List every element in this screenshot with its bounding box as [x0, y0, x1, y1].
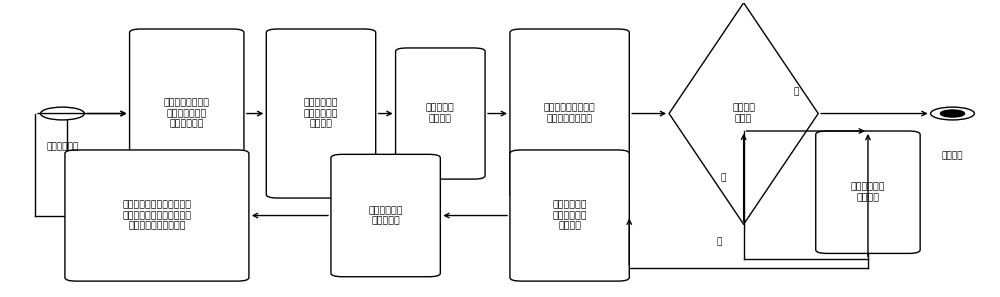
FancyBboxPatch shape: [510, 150, 629, 281]
FancyBboxPatch shape: [510, 29, 629, 198]
Text: 操作人员克服刹车
阻力，拉动主手
柄，产生位移: 操作人员克服刹车 阻力，拉动主手 柄，产生位移: [164, 99, 210, 128]
FancyBboxPatch shape: [266, 29, 376, 198]
Text: 从手执行机构动作，
带动机载手柄刹车: 从手执行机构动作， 带动机载手柄刹车: [544, 104, 595, 123]
Text: 从手执行机
构控制器: 从手执行机 构控制器: [426, 104, 455, 123]
Text: 刹车结束: 刹车结束: [942, 151, 963, 160]
Text: 刹车阻力构造设备施加反向
力矩，在主手端构造出刹车
阻力并施加给操作人员: 刹车阻力构造设备施加反向 力矩，在主手端构造出刹车 阻力并施加给操作人员: [122, 201, 191, 230]
FancyBboxPatch shape: [816, 131, 920, 253]
FancyBboxPatch shape: [130, 29, 244, 198]
Text: 否: 否: [716, 237, 722, 246]
Text: 刹车阻力构造
设备控制器: 刹车阻力构造 设备控制器: [368, 206, 403, 225]
Text: 是: 是: [793, 87, 799, 96]
Circle shape: [41, 107, 84, 120]
Text: 继续刹车、停
顿、回刹: 继续刹车、停 顿、回刹: [851, 183, 885, 202]
FancyBboxPatch shape: [331, 154, 440, 277]
Circle shape: [940, 110, 965, 117]
FancyBboxPatch shape: [396, 48, 485, 179]
Text: 允许刹车命令: 允许刹车命令: [46, 143, 79, 152]
Text: 位移检测设备
实时检测主手
手柄位移: 位移检测设备 实时检测主手 手柄位移: [304, 99, 338, 128]
Text: 刹车阻力检测
设备实时测量
刹车阻力: 刹车阻力检测 设备实时测量 刹车阻力: [552, 201, 587, 230]
Text: 否: 否: [720, 173, 726, 182]
FancyBboxPatch shape: [65, 150, 249, 281]
Text: 达到刹车
压力？: 达到刹车 压力？: [732, 104, 755, 123]
Circle shape: [931, 107, 974, 120]
